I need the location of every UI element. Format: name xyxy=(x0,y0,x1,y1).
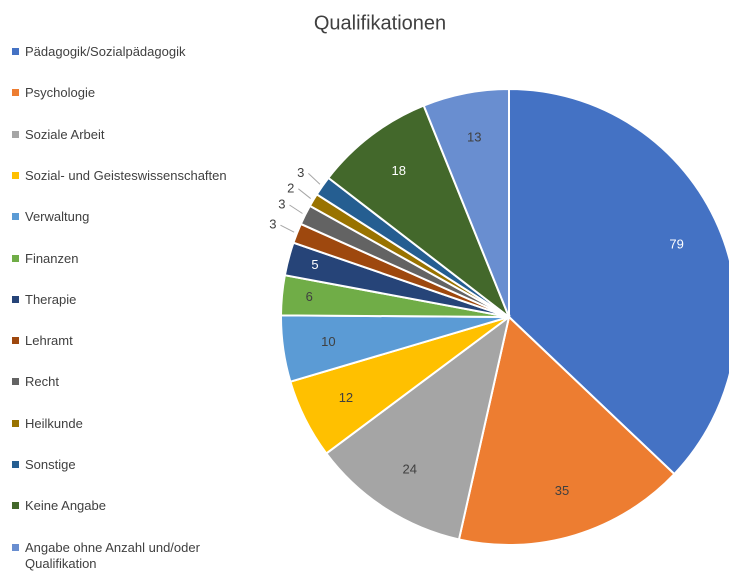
legend-item: Sonstige xyxy=(12,457,262,473)
data-label: 12 xyxy=(339,390,353,405)
data-label: 18 xyxy=(392,163,406,178)
legend-label: Psychologie xyxy=(25,85,96,101)
legend-item: Lehramt xyxy=(12,333,262,349)
legend-swatch xyxy=(12,130,19,138)
legend-swatch xyxy=(12,378,19,386)
data-label: 5 xyxy=(311,257,318,272)
legend-item: Verwaltung xyxy=(12,209,262,225)
legend-swatch xyxy=(12,502,19,510)
data-label: 3 xyxy=(269,217,276,232)
legend-swatch xyxy=(12,213,19,221)
leader-line xyxy=(308,172,321,185)
legend-label: Soziale Arbeit xyxy=(25,126,105,142)
legend-item: Therapie xyxy=(12,292,262,308)
legend-label: Sonstige xyxy=(25,457,76,472)
legend-swatch xyxy=(12,461,19,468)
pie-slice xyxy=(508,87,729,476)
legend-item: Keine Angabe xyxy=(12,498,262,514)
data-label: 24 xyxy=(403,461,417,476)
legend-item: Angabe ohne Anzahl und/oder Qualifikatio… xyxy=(12,540,262,572)
legend-label: Lehramt xyxy=(25,333,73,349)
data-label: 79 xyxy=(669,236,683,251)
leader-line xyxy=(298,188,311,199)
legend-item: Finanzen xyxy=(12,251,262,267)
legend-item: Psychologie xyxy=(12,85,262,101)
pie-slice xyxy=(324,314,511,541)
legend-label: Keine Angabe xyxy=(25,498,106,514)
leader-line xyxy=(280,224,295,233)
legend-item: Recht xyxy=(12,374,262,390)
legend-label: Pädagogik/Sozialpädagogik xyxy=(25,44,186,59)
legend-label: Therapie xyxy=(25,291,77,307)
data-label: 13 xyxy=(467,129,481,144)
legend-swatch xyxy=(12,295,19,303)
legend-label: Verwaltung xyxy=(25,209,90,225)
chart-title: Qualifikationen xyxy=(314,12,446,34)
legend-item: Sozial- und Geisteswissenschaften xyxy=(12,168,262,184)
data-label: 35 xyxy=(555,483,569,498)
data-label: 3 xyxy=(297,165,304,180)
pie-slice xyxy=(422,87,510,318)
legend-label: Finanzen xyxy=(25,250,79,266)
legend-item: Heilkunde xyxy=(12,416,262,432)
legend-swatch xyxy=(12,419,19,427)
data-label: 2 xyxy=(287,180,294,195)
legend-swatch xyxy=(12,337,19,345)
pie-slice xyxy=(326,104,512,321)
legend-swatch xyxy=(12,48,19,55)
legend-item: Soziale Arbeit xyxy=(12,127,262,143)
legend-label: Angabe ohne Anzahl und/oder Qualifikatio… xyxy=(25,539,200,571)
legend-swatch xyxy=(12,254,19,262)
legend-swatch xyxy=(12,171,19,179)
data-label: 3 xyxy=(278,196,285,211)
legend-label: Heilkunde xyxy=(25,415,83,431)
data-label: 10 xyxy=(321,334,335,349)
legend-swatch xyxy=(12,89,19,97)
legend-item: Pädagogik/Sozialpädagogik xyxy=(12,44,262,60)
data-label: 6 xyxy=(306,289,313,304)
legend-label: Recht xyxy=(25,374,59,390)
legend-swatch xyxy=(12,543,19,551)
leader-line xyxy=(289,204,303,214)
pie-slice xyxy=(457,315,676,546)
legend-label: Sozial- und Geisteswissenschaften xyxy=(25,167,227,183)
